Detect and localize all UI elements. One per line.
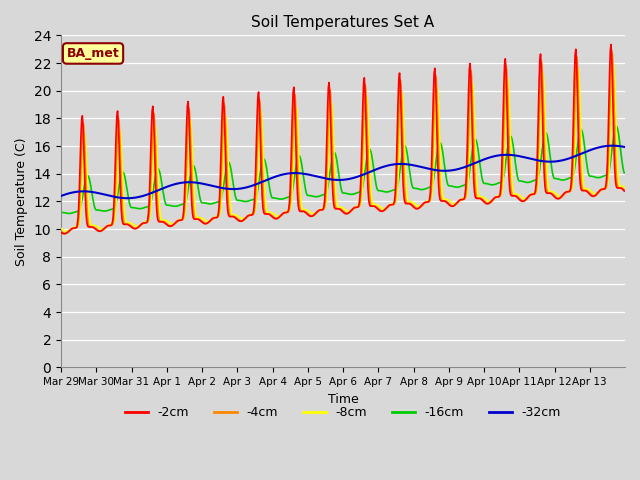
X-axis label: Time: Time <box>328 393 358 406</box>
Legend: -2cm, -4cm, -8cm, -16cm, -32cm: -2cm, -4cm, -8cm, -16cm, -32cm <box>120 401 566 424</box>
Text: BA_met: BA_met <box>67 47 120 60</box>
Title: Soil Temperatures Set A: Soil Temperatures Set A <box>252 15 435 30</box>
Y-axis label: Soil Temperature (C): Soil Temperature (C) <box>15 137 28 265</box>
